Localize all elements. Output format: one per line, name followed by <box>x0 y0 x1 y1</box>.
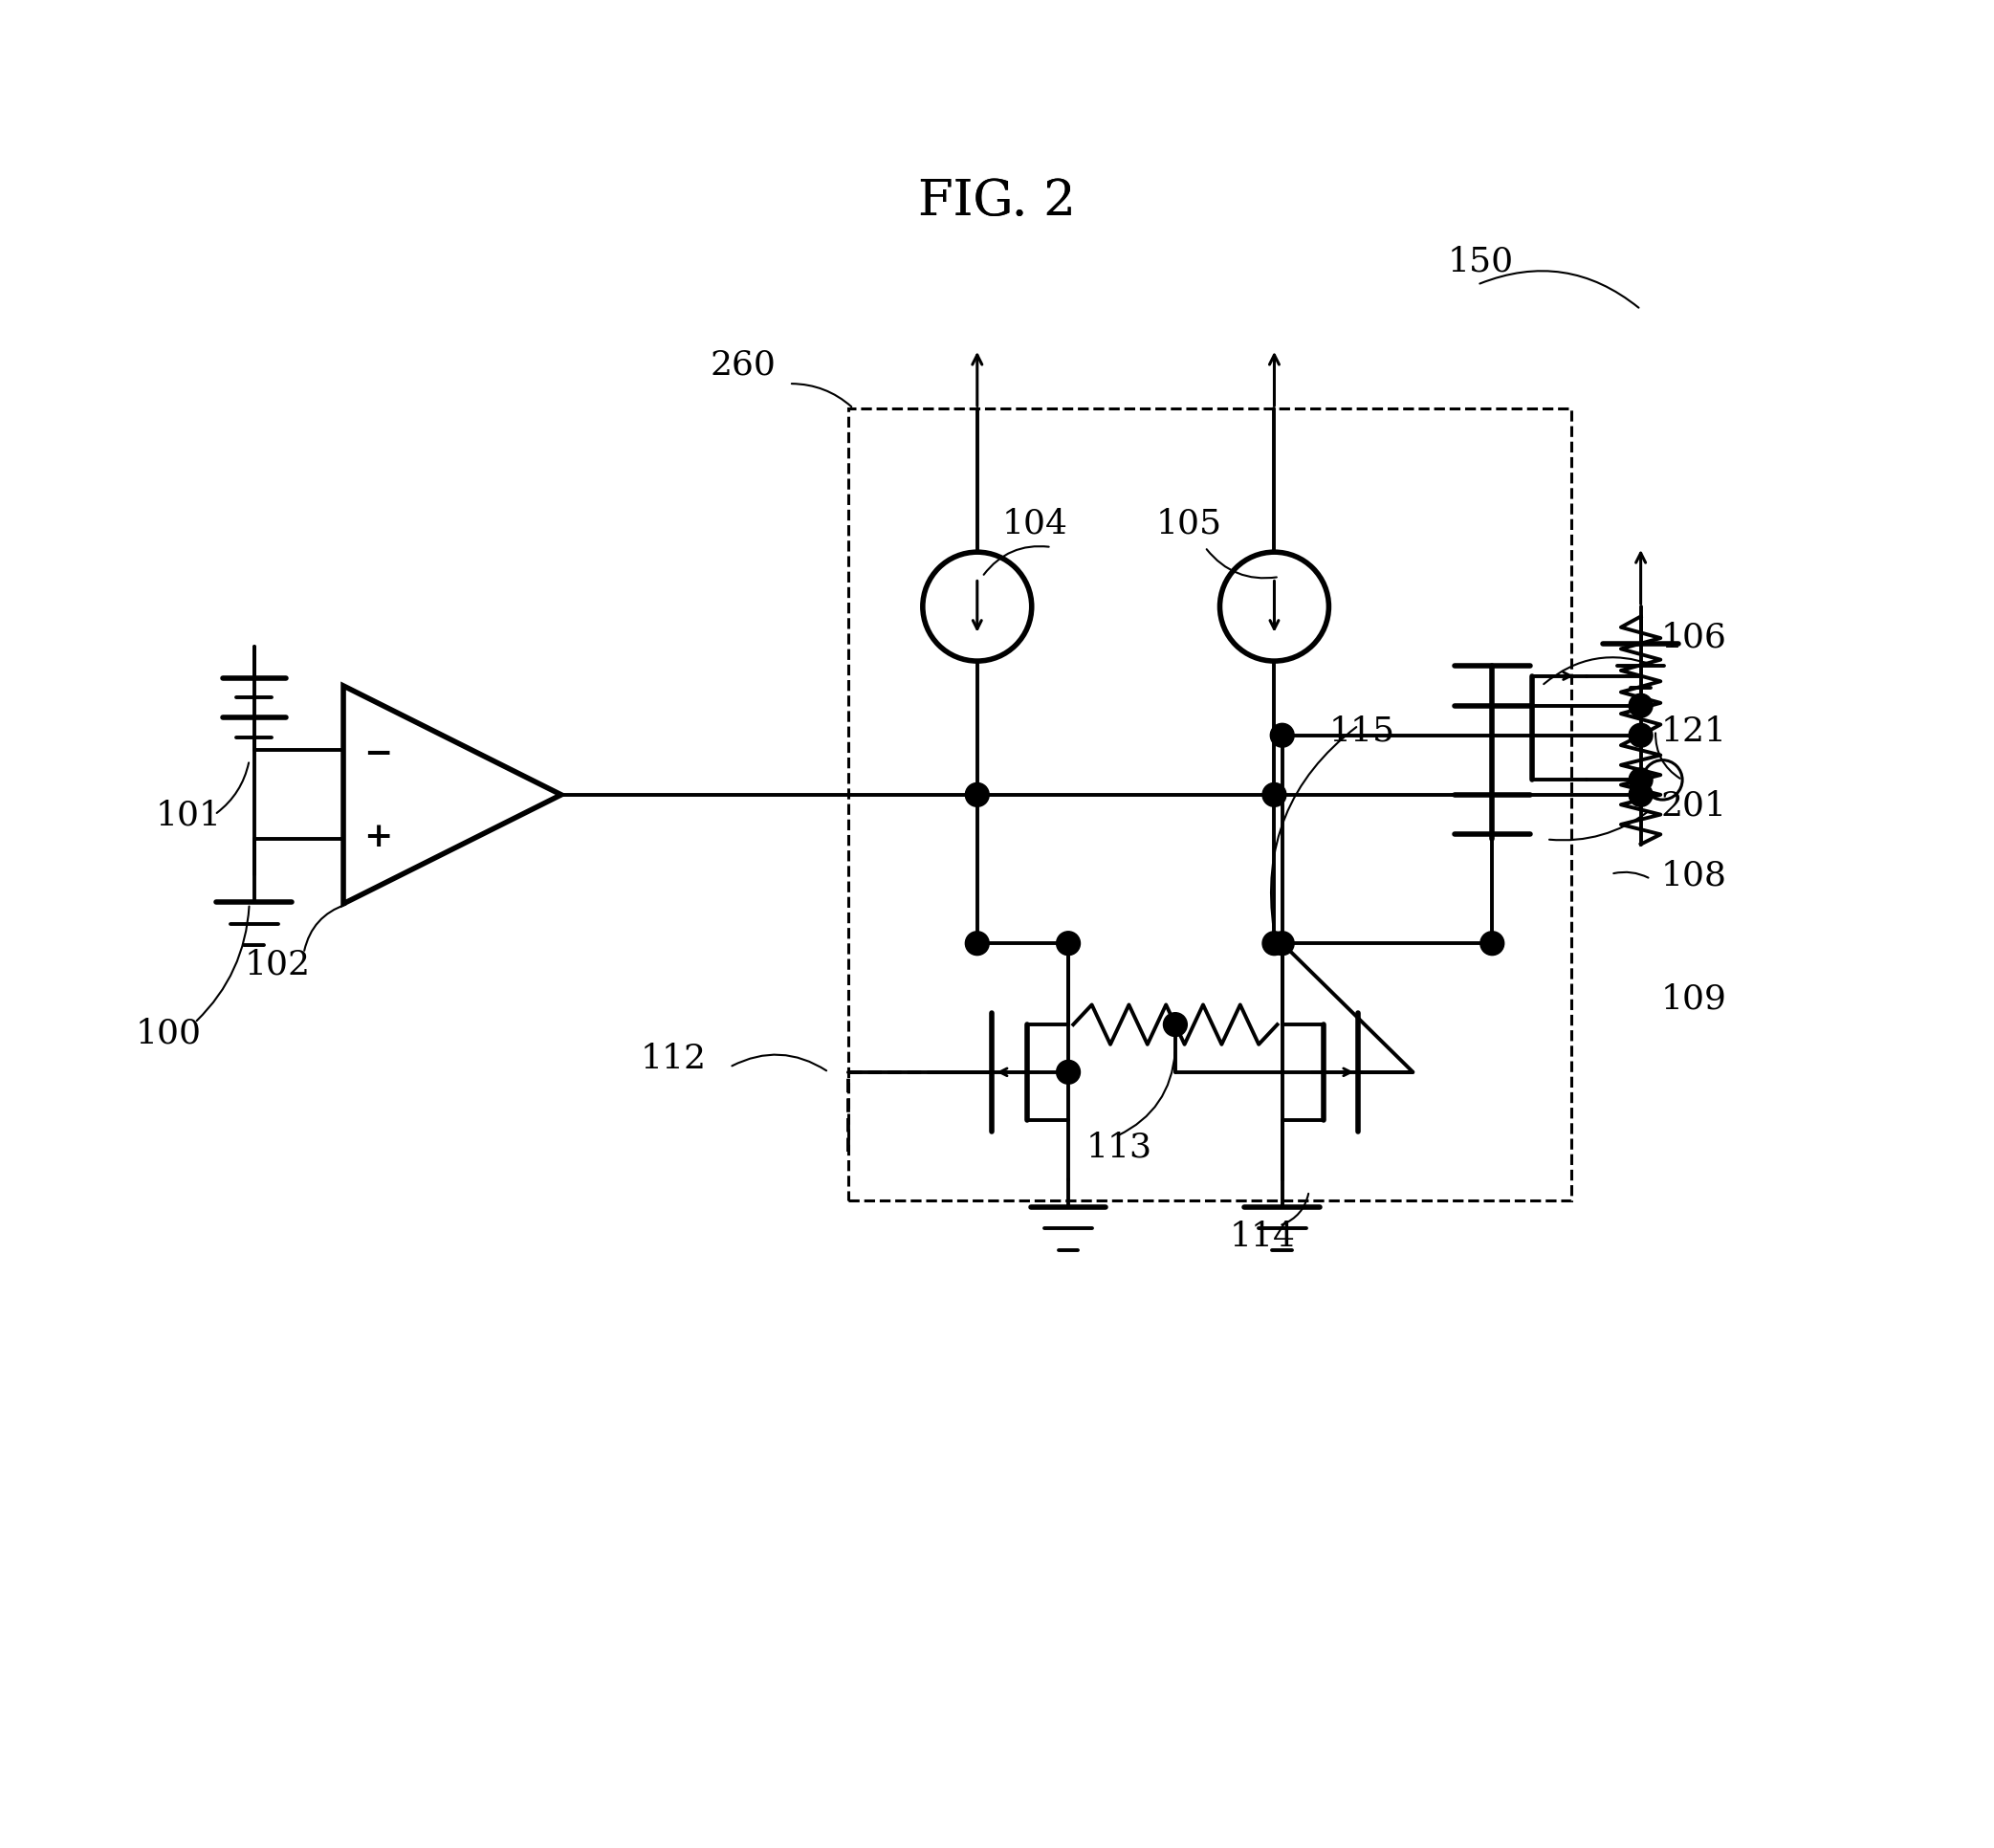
Text: 105: 105 <box>1155 506 1222 540</box>
Circle shape <box>1629 769 1653 793</box>
Circle shape <box>1270 724 1294 748</box>
Text: 101: 101 <box>156 798 221 832</box>
Text: 150: 150 <box>1448 244 1513 277</box>
Circle shape <box>1262 784 1286 808</box>
Circle shape <box>1057 1061 1081 1085</box>
Text: −: − <box>363 737 393 771</box>
Text: 113: 113 <box>1087 1131 1153 1164</box>
Text: 100: 100 <box>136 1016 201 1050</box>
Text: FIG. 2: FIG. 2 <box>917 177 1077 225</box>
Circle shape <box>1057 931 1081 955</box>
Circle shape <box>1480 931 1503 955</box>
Bar <box>847 408 1571 1201</box>
Circle shape <box>965 784 989 808</box>
Text: 104: 104 <box>1001 506 1069 540</box>
Text: 112: 112 <box>640 1042 706 1074</box>
Text: +: + <box>363 821 393 854</box>
Circle shape <box>1629 724 1653 748</box>
Text: 114: 114 <box>1230 1220 1296 1253</box>
Circle shape <box>1262 931 1286 955</box>
Text: 121: 121 <box>1661 715 1727 748</box>
Circle shape <box>1629 695 1653 719</box>
Circle shape <box>1629 784 1653 808</box>
Text: 102: 102 <box>245 948 311 979</box>
Text: 109: 109 <box>1661 983 1727 1015</box>
Text: FIG. 2: FIG. 2 <box>917 177 1077 225</box>
Text: 115: 115 <box>1328 715 1396 748</box>
Text: 108: 108 <box>1661 859 1727 891</box>
Circle shape <box>1270 931 1294 955</box>
Circle shape <box>965 931 989 955</box>
Text: 260: 260 <box>710 349 776 381</box>
Text: 201: 201 <box>1661 789 1727 822</box>
Circle shape <box>1163 1013 1186 1037</box>
Text: 106: 106 <box>1661 621 1727 654</box>
